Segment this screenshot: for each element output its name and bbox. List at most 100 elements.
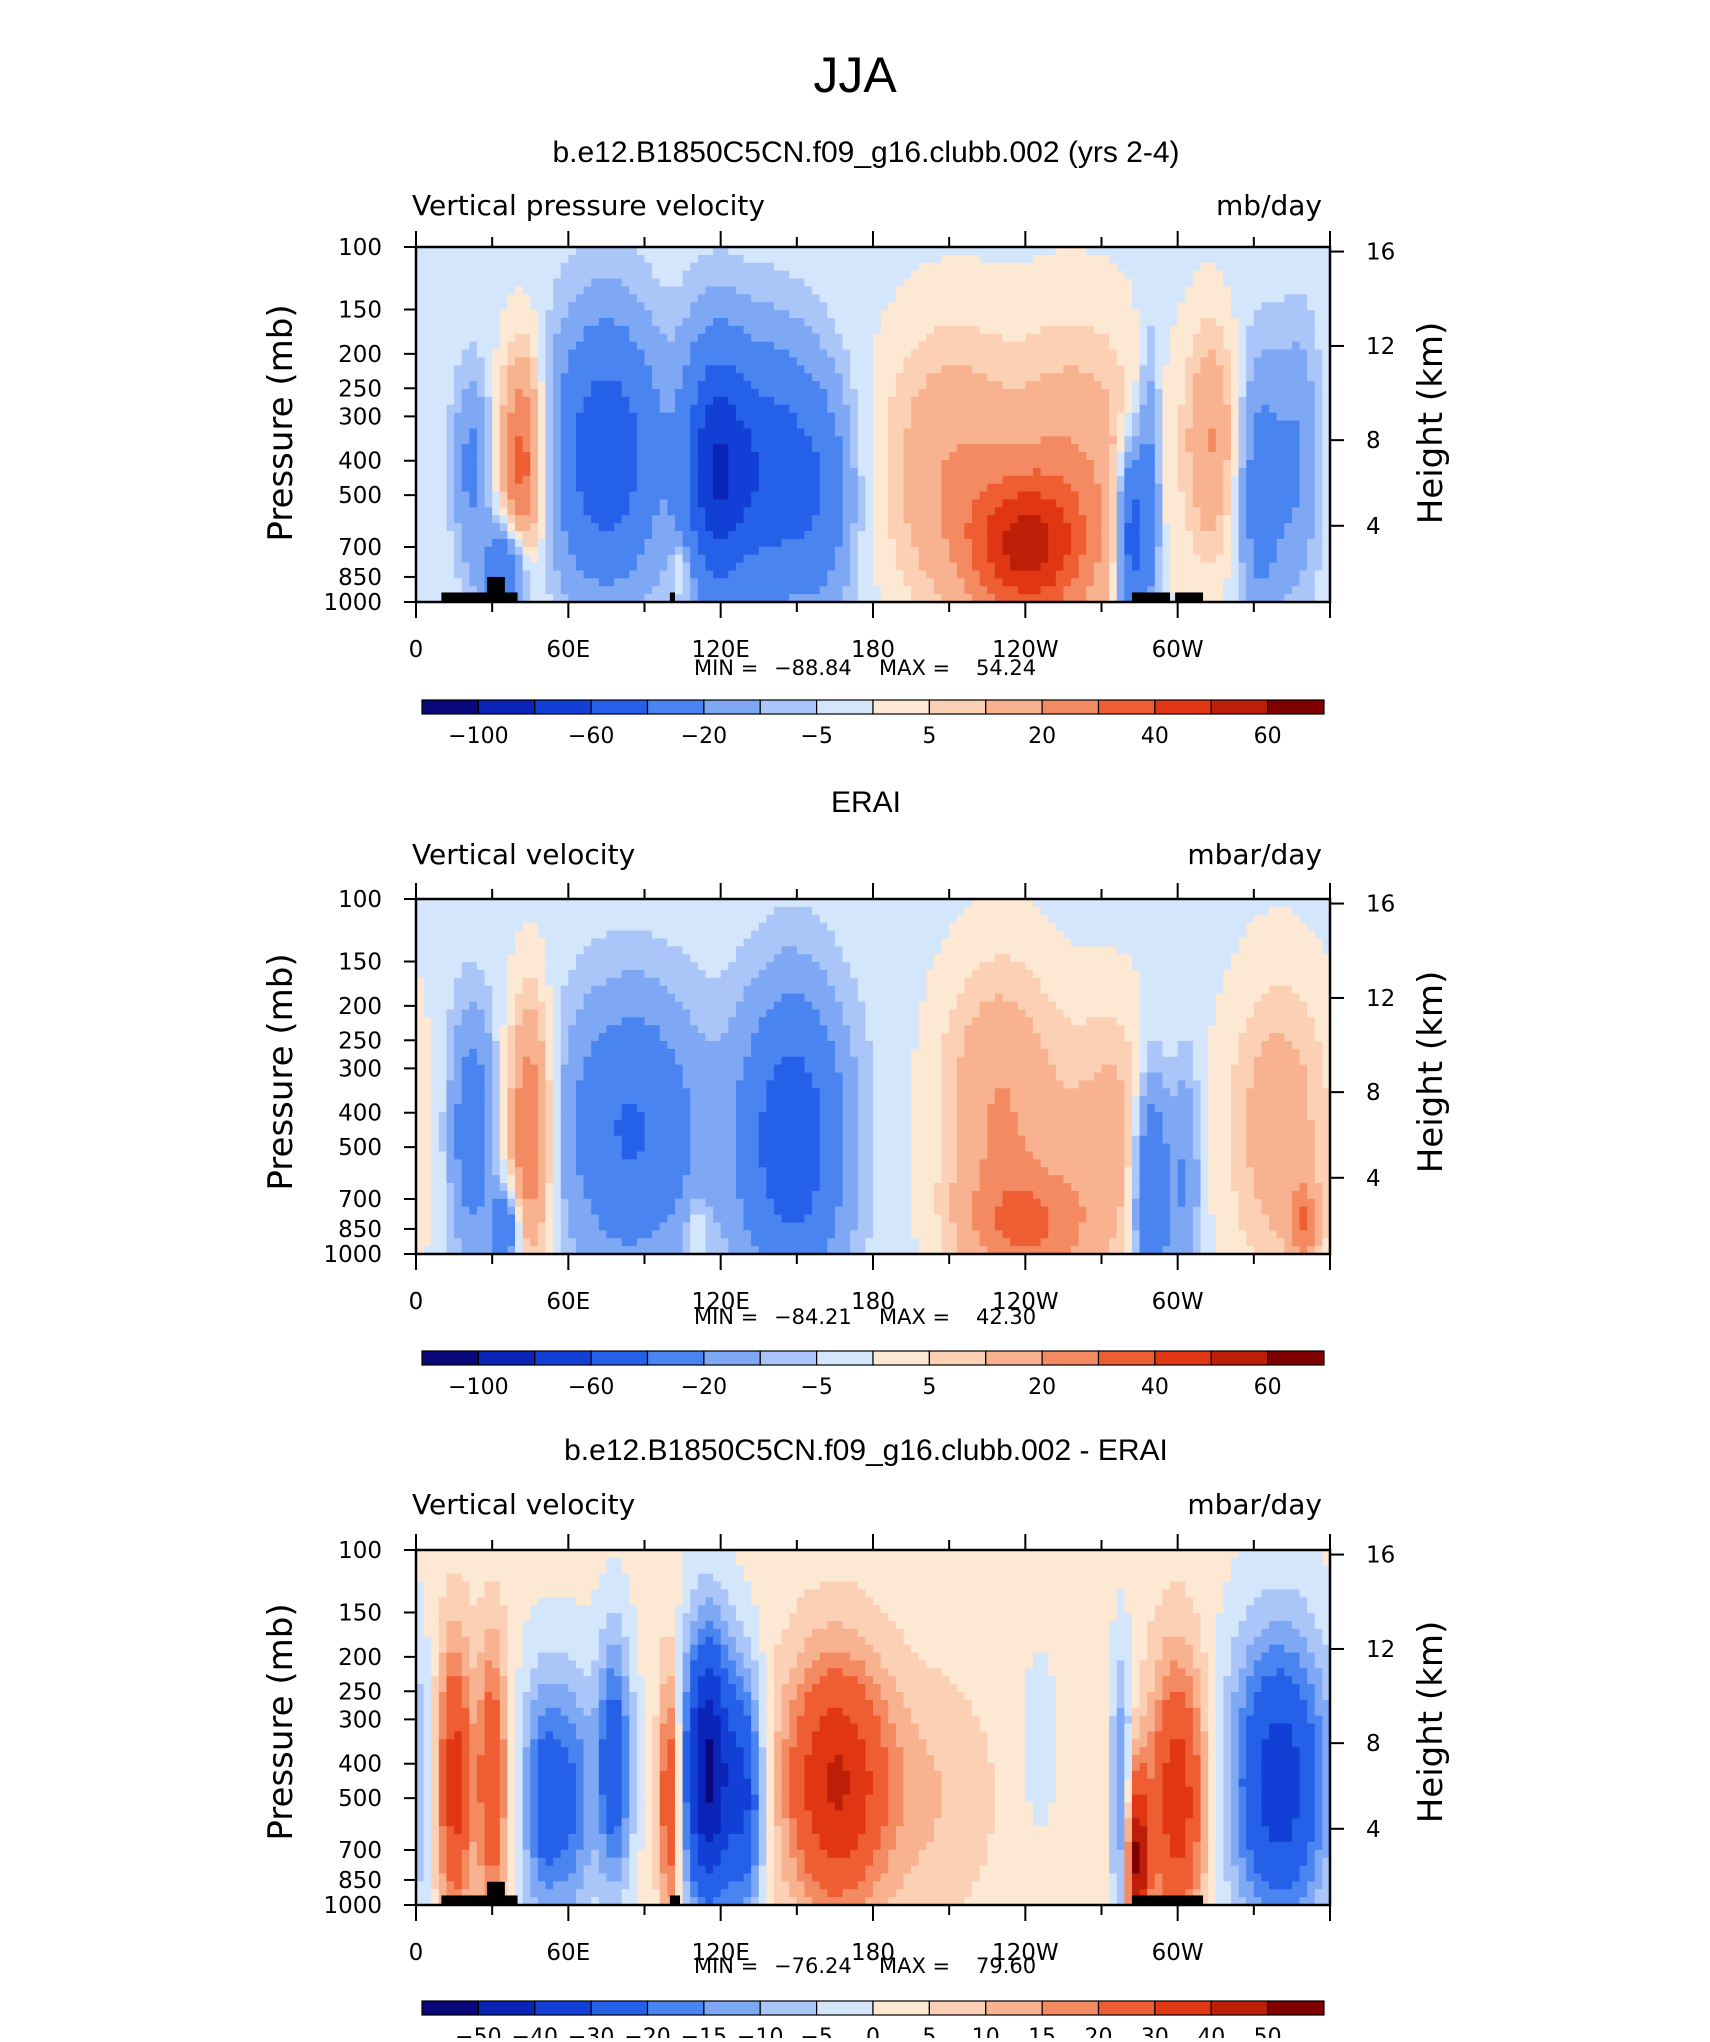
contour-cell	[500, 1057, 508, 1065]
contour-cell	[980, 1724, 1026, 1732]
contour-cell	[538, 555, 546, 563]
contour-cell	[576, 555, 638, 563]
contour-cell	[789, 405, 828, 413]
contour-cell	[439, 1747, 447, 1755]
contour-cell	[690, 1708, 698, 1716]
contour-cell	[454, 1199, 462, 1207]
contour-cell	[1315, 1795, 1323, 1803]
contour-cell	[804, 1676, 820, 1684]
contour-cell	[545, 413, 553, 421]
contour-cell	[896, 286, 1133, 294]
contour-cell	[713, 1621, 729, 1629]
contour-cell	[896, 294, 1133, 302]
contour-cell	[416, 1025, 432, 1033]
contour-cell	[1041, 586, 1064, 594]
contour-cell	[523, 1080, 539, 1088]
contour-cell	[561, 1191, 584, 1199]
contour-cell	[1155, 507, 1163, 515]
contour-cell	[911, 1159, 942, 1167]
contour-cell	[500, 1175, 508, 1183]
contour-cell	[1223, 1747, 1231, 1755]
contour-cell	[1071, 938, 1239, 946]
contour-cell	[1216, 1826, 1224, 1834]
contour-cell	[1025, 1771, 1056, 1779]
contour-cell	[1246, 1653, 1262, 1661]
contour-cell	[446, 452, 454, 460]
contour-cell	[942, 1795, 996, 1803]
contour-cell	[705, 1215, 713, 1223]
contour-cell	[1246, 405, 1262, 413]
contour-cell	[1292, 1199, 1315, 1207]
contour-cell	[1048, 1810, 1110, 1818]
contour-cell	[545, 1080, 553, 1088]
topography-mask	[487, 577, 505, 602]
contour-cell	[804, 279, 904, 287]
contour-cell	[1124, 1747, 1132, 1755]
contour-cell	[416, 1222, 432, 1230]
contour-cell	[591, 1660, 607, 1668]
contour-cell	[1102, 547, 1110, 555]
contour-cell	[980, 1002, 1019, 1010]
contour-cell	[873, 1065, 912, 1073]
contour-cell	[812, 1684, 866, 1692]
contour-cell	[660, 1645, 676, 1653]
contour-cell	[1201, 326, 1224, 334]
contour-cell	[561, 1183, 584, 1191]
contour-cell	[766, 1676, 774, 1684]
contour-cell	[1124, 381, 1132, 389]
contour-cell	[530, 302, 553, 310]
contour-cell	[416, 381, 455, 389]
contour-cell	[416, 1041, 432, 1049]
contour-cell	[903, 515, 942, 523]
contour-cell	[576, 1818, 584, 1826]
contour-cell	[507, 436, 515, 444]
contour-cell	[1109, 1684, 1117, 1692]
contour-cell	[462, 531, 508, 539]
contour-cell	[1124, 1755, 1132, 1763]
contour-cell	[1185, 1826, 1201, 1834]
contour-cell	[622, 1136, 645, 1144]
contour-cell	[1109, 468, 1117, 476]
contour-cell	[1170, 350, 1193, 358]
contour-cell	[530, 1238, 538, 1246]
contour-cell	[736, 1175, 767, 1183]
contour-cell	[530, 421, 538, 429]
contour-cell	[485, 389, 493, 397]
contour-cell	[1117, 1230, 1125, 1238]
contour-cell	[744, 326, 813, 334]
contour-cell	[515, 539, 523, 547]
contour-cell	[629, 492, 691, 500]
contour-cell	[1239, 586, 1247, 594]
contour-cell	[1147, 1621, 1201, 1629]
contour-cell	[454, 1065, 462, 1073]
x-tick-label: 60E	[546, 637, 590, 663]
contour-cell	[545, 397, 553, 405]
contour-cell	[873, 1104, 912, 1112]
contour-cell	[675, 397, 698, 405]
contour-cell	[812, 1191, 843, 1199]
contour-cell	[1124, 1088, 1132, 1096]
contour-cell	[1056, 1692, 1110, 1700]
contour-cell	[865, 1818, 888, 1826]
contour-cell	[652, 381, 683, 389]
contour-cell	[1124, 1151, 1132, 1159]
contour-cell	[1300, 1771, 1316, 1779]
contour-cell	[1246, 531, 1285, 539]
contour-cell	[675, 1779, 683, 1787]
contour-cell	[690, 460, 698, 468]
contour-cell	[1231, 1128, 1247, 1136]
contour-cell	[797, 1842, 820, 1850]
contour-cell	[858, 492, 866, 500]
contour-cell	[1261, 1755, 1300, 1763]
contour-cell	[1056, 923, 1247, 931]
contour-cell	[1261, 1739, 1292, 1747]
contour-cell	[485, 970, 508, 978]
contour-cell	[637, 563, 668, 571]
contour-cell	[698, 586, 820, 594]
contour-cell	[576, 1731, 599, 1739]
contour-cell	[1315, 1660, 1331, 1668]
contour-cell	[1178, 302, 1232, 310]
contour-cell	[667, 986, 744, 994]
contour-cell	[774, 1763, 782, 1771]
contour-cell	[446, 436, 454, 444]
